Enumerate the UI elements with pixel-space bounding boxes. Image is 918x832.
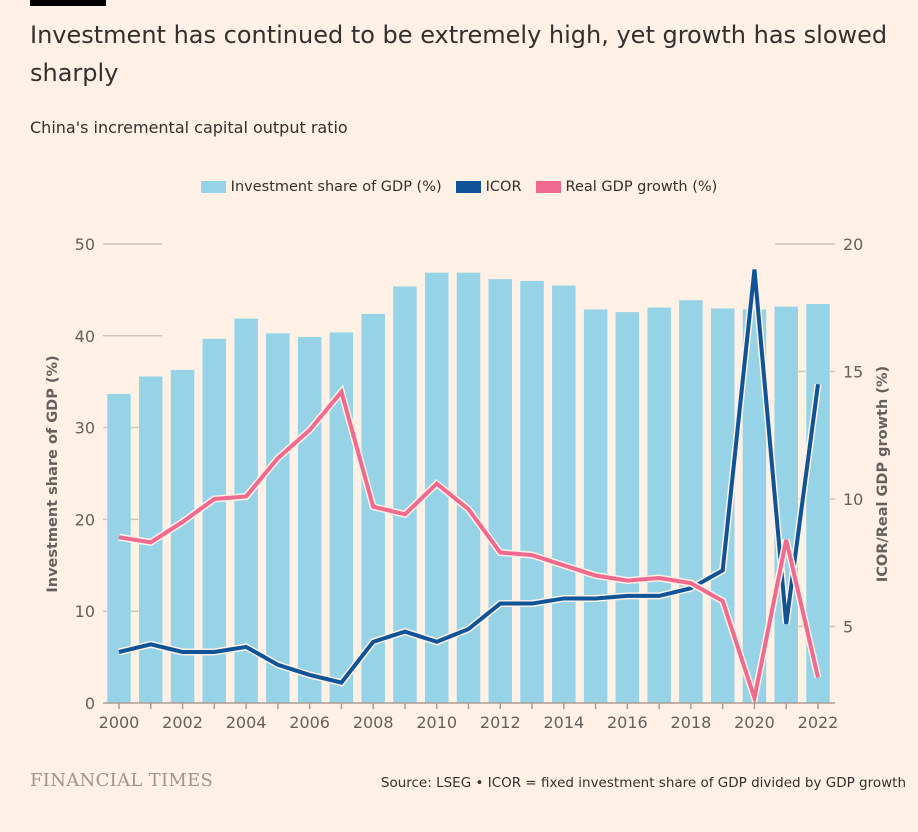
line-gdp-growth <box>118 387 820 706</box>
bar-investment-2013 <box>519 280 545 704</box>
x-tick-label: 2010 <box>416 713 457 732</box>
x-tick-label: 2004 <box>226 713 267 732</box>
bar-investment-2005 <box>265 332 291 704</box>
bar-investment-2004 <box>233 318 259 704</box>
chart-title: Investment has continued to be extremely… <box>30 21 888 87</box>
right-axis-title: ICOR/Real GDP growth (%) <box>875 366 891 582</box>
left-axis-title: Investment share of GDP (%) <box>45 355 61 592</box>
left-tick-label: 50 <box>75 235 95 254</box>
bar-investment-2014 <box>551 285 577 704</box>
bar-investment-2017 <box>646 307 672 704</box>
right-tick-label: 20 <box>843 235 863 254</box>
legend-item-investment: Investment share of GDP (%) <box>200 179 442 195</box>
legend-swatch-icor <box>455 181 481 193</box>
bar-investment-2012 <box>488 278 513 704</box>
left-tick-label: 10 <box>75 602 95 621</box>
x-tick-label: 2022 <box>798 713 839 732</box>
legend-label-gdp: Real GDP growth (%) <box>565 179 718 195</box>
legend-label-icor: ICOR <box>485 179 522 195</box>
legend: Investment share of GDP (%) ICOR Real GD… <box>0 179 918 195</box>
ft-logo: FINANCIAL TIMES <box>30 770 214 791</box>
x-tick-label: 2006 <box>289 713 330 732</box>
x-tick-label: 2008 <box>353 713 394 732</box>
line-icor <box>118 269 820 685</box>
chart-subtitle: China's incremental capital output ratio <box>30 118 348 137</box>
source-note: Source: LSEG • ICOR = fixed investment s… <box>380 775 906 791</box>
legend-swatch-investment <box>200 181 226 193</box>
x-tick-label: 2000 <box>99 713 140 732</box>
right-tick-label: 15 <box>843 363 863 382</box>
ft-top-bar <box>30 0 106 6</box>
left-tick-label: 20 <box>75 510 95 529</box>
left-tick-label: 40 <box>75 327 95 346</box>
bar-investment-2018 <box>678 299 704 704</box>
legend-swatch-gdp <box>535 181 561 193</box>
bar-investment-2015 <box>583 308 608 704</box>
left-tick-label: 0 <box>85 694 95 713</box>
bar-investment-2000 <box>106 393 132 704</box>
right-tick-label: 10 <box>843 490 863 509</box>
right-tick-label: 5 <box>843 618 853 637</box>
legend-item-icor: ICOR <box>455 179 522 195</box>
bar-investment-2006 <box>297 336 322 704</box>
x-tick-label: 2020 <box>734 713 775 732</box>
bar-investment-2011 <box>456 272 481 704</box>
x-tick-label: 2014 <box>543 713 584 732</box>
x-tick-label: 2016 <box>607 713 648 732</box>
bar-investment-2009 <box>392 285 418 704</box>
bar-investment-2016 <box>615 311 640 704</box>
x-tick-label: 2002 <box>162 713 203 732</box>
bar-investment-2003 <box>202 338 227 704</box>
legend-item-gdp: Real GDP growth (%) <box>535 179 718 195</box>
x-tick-label: 2012 <box>480 713 521 732</box>
left-tick-label: 30 <box>75 419 95 438</box>
legend-label-investment: Investment share of GDP (%) <box>230 179 442 195</box>
x-tick-label: 2018 <box>671 713 712 732</box>
